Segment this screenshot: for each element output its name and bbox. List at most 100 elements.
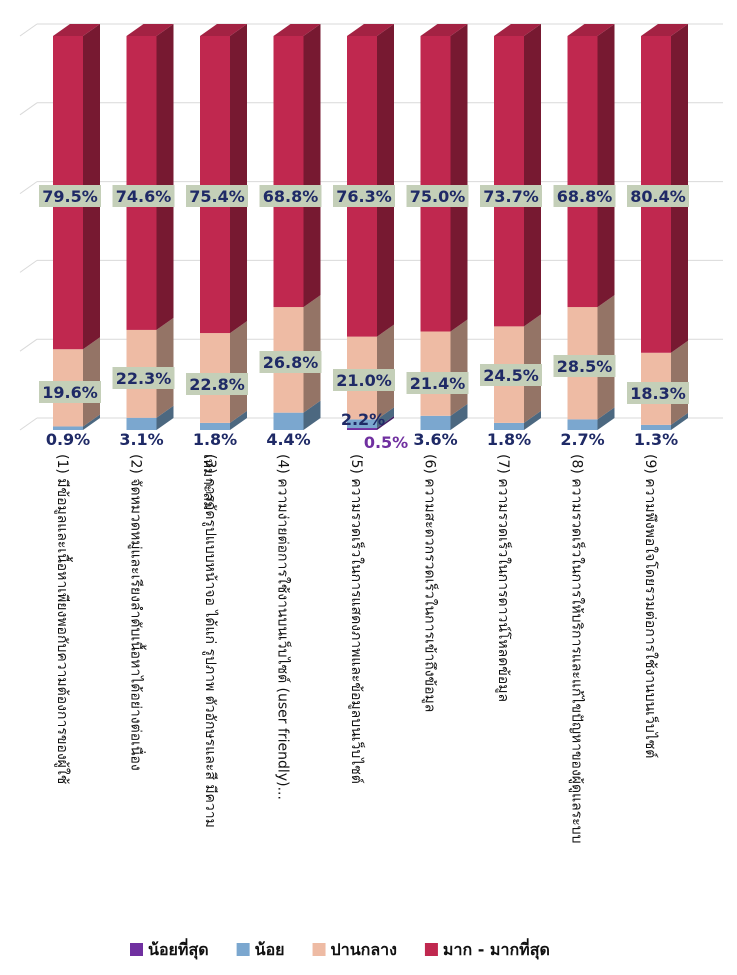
data-label-box [553,355,616,377]
data-label-box [259,185,322,207]
bar-segment-side [230,24,247,334]
gridline-diag [19,23,38,37]
bar-segment-side [156,405,174,430]
bar-segment-side [597,407,615,430]
data-label: 80.4% [630,187,686,206]
bar-segment-side [230,321,247,423]
data-label-box [406,185,469,207]
bar-segment [200,36,230,334]
data-label: 2.7% [560,430,604,449]
legend-item: น้อยที่สุด [130,938,209,960]
data-label: 3.6% [413,430,457,449]
data-label: 75.0% [410,187,466,206]
data-label-box [186,185,248,207]
legend: น้อยที่สุด น้อย ปานกลาง มาก - มากที่สุด [130,938,550,960]
data-label-box [39,185,101,207]
data-label: 19.6% [42,383,98,402]
bar-top [494,24,541,36]
category-label: (2) จัดหมวดหมู่และเรียงลำดับเนื้อหาได้อย… [128,454,147,771]
data-label: 28.5% [557,357,613,376]
data-label-box [39,381,101,403]
bar-segment [53,426,83,430]
bar-segment-side [303,400,321,430]
data-label: 0.5% [364,433,408,452]
data-label: 18.3% [630,384,686,403]
data-label-box [627,382,689,404]
data-label-box [480,185,542,207]
data-label-box [333,185,395,207]
bar-segment [273,412,304,430]
data-label: 68.8% [263,187,319,206]
legend-label: ปานกลาง [331,940,397,959]
legend-swatch [424,943,438,956]
legend-label: น้อยที่สุด [148,938,209,960]
category-label: (5) ความรวดเร็วในการแสดงภาพและข้อมูลบนเว… [348,454,366,784]
data-label-box [112,185,175,207]
data-label: 76.3% [336,187,392,206]
bar-segment-side [597,24,615,308]
bar-segment-side [450,403,468,430]
legend-label: มาก - มากที่สุด [443,938,550,960]
data-label: 73.7% [483,187,539,206]
bar-segment-side [377,416,394,430]
gridline-diag [19,181,38,195]
data-label: 79.5% [42,187,98,206]
bar-top [567,24,615,36]
bar-segment [494,36,524,327]
category-label: (9) ความพึงพอใจโดยรวมต่อการใช้งานบนเว็บไ… [642,454,660,758]
bar-segment-side [83,414,100,430]
data-label-box [406,372,469,394]
bar-segment-side [524,410,541,430]
gridline-diag [19,417,38,431]
bar-segment [641,424,671,430]
data-label: 24.5% [483,366,539,385]
data-label-box [333,369,395,391]
data-label: 74.6% [116,187,172,206]
data-label-box [186,373,248,395]
bar-segment [347,419,377,429]
bar-segment-side [450,24,468,332]
bar-segment-side [377,24,394,337]
bar-segment-side [671,412,688,430]
bar-segment [420,36,451,332]
data-label: 22.3% [116,369,172,388]
bar-top [641,24,688,36]
category-labels: (1) มีข้อมูลและเนื้อหาเพียงพอกับความต้อง… [54,454,660,844]
legend-item: มาก - มากที่สุด [424,938,550,960]
gridline-diag [19,338,38,352]
data-label: 0.9% [46,430,90,449]
data-label: 1.3% [634,430,678,449]
data-label: 21.4% [410,374,466,393]
data-labels: 79.5% 19.6% 0.9% 74.6% 22.3% 3.1% 75.4% 22.8% 1.… [39,185,689,452]
bar-top [53,24,100,36]
bar-segment [347,428,377,430]
legend-swatch [130,943,143,956]
data-label: 3.1% [119,430,163,449]
data-label-box [480,364,542,386]
data-label: 26.8% [263,353,319,372]
category-label: (4) ความง่ายต่อการใช้งานบนเว็บไซต์ (user… [275,454,293,800]
data-label: 1.8% [193,430,237,449]
bar-segment [126,36,157,330]
bar-top [126,24,174,36]
category-label: (8) ความรวดเร็วในการให้บริการและแก้ไขปัญ… [569,454,587,844]
bar-segment-side [524,24,541,327]
bar-top [420,24,468,36]
legend-item: ปานกลาง [312,940,397,959]
data-label-box [553,185,616,207]
data-label-box [627,185,689,207]
data-label: 21.0% [336,371,392,390]
data-label: 22.8% [189,375,245,394]
data-label-box [259,351,322,373]
category-label: (6) ความสะดวกรวดเร็วในการเข้าถึงข้อมูล [422,454,440,712]
bar-segment-side [303,24,321,308]
bar-segment [273,36,304,308]
category-label: (3) การจัดรูปแบบหน้าจอ ได้แก่ รูปภาพ ตัว… [202,454,219,828]
bar-top [273,24,321,36]
bar-segment [494,422,524,430]
data-label: 4.4% [266,430,310,449]
bar-segment-side [377,407,394,429]
data-label: 68.8% [557,187,613,206]
